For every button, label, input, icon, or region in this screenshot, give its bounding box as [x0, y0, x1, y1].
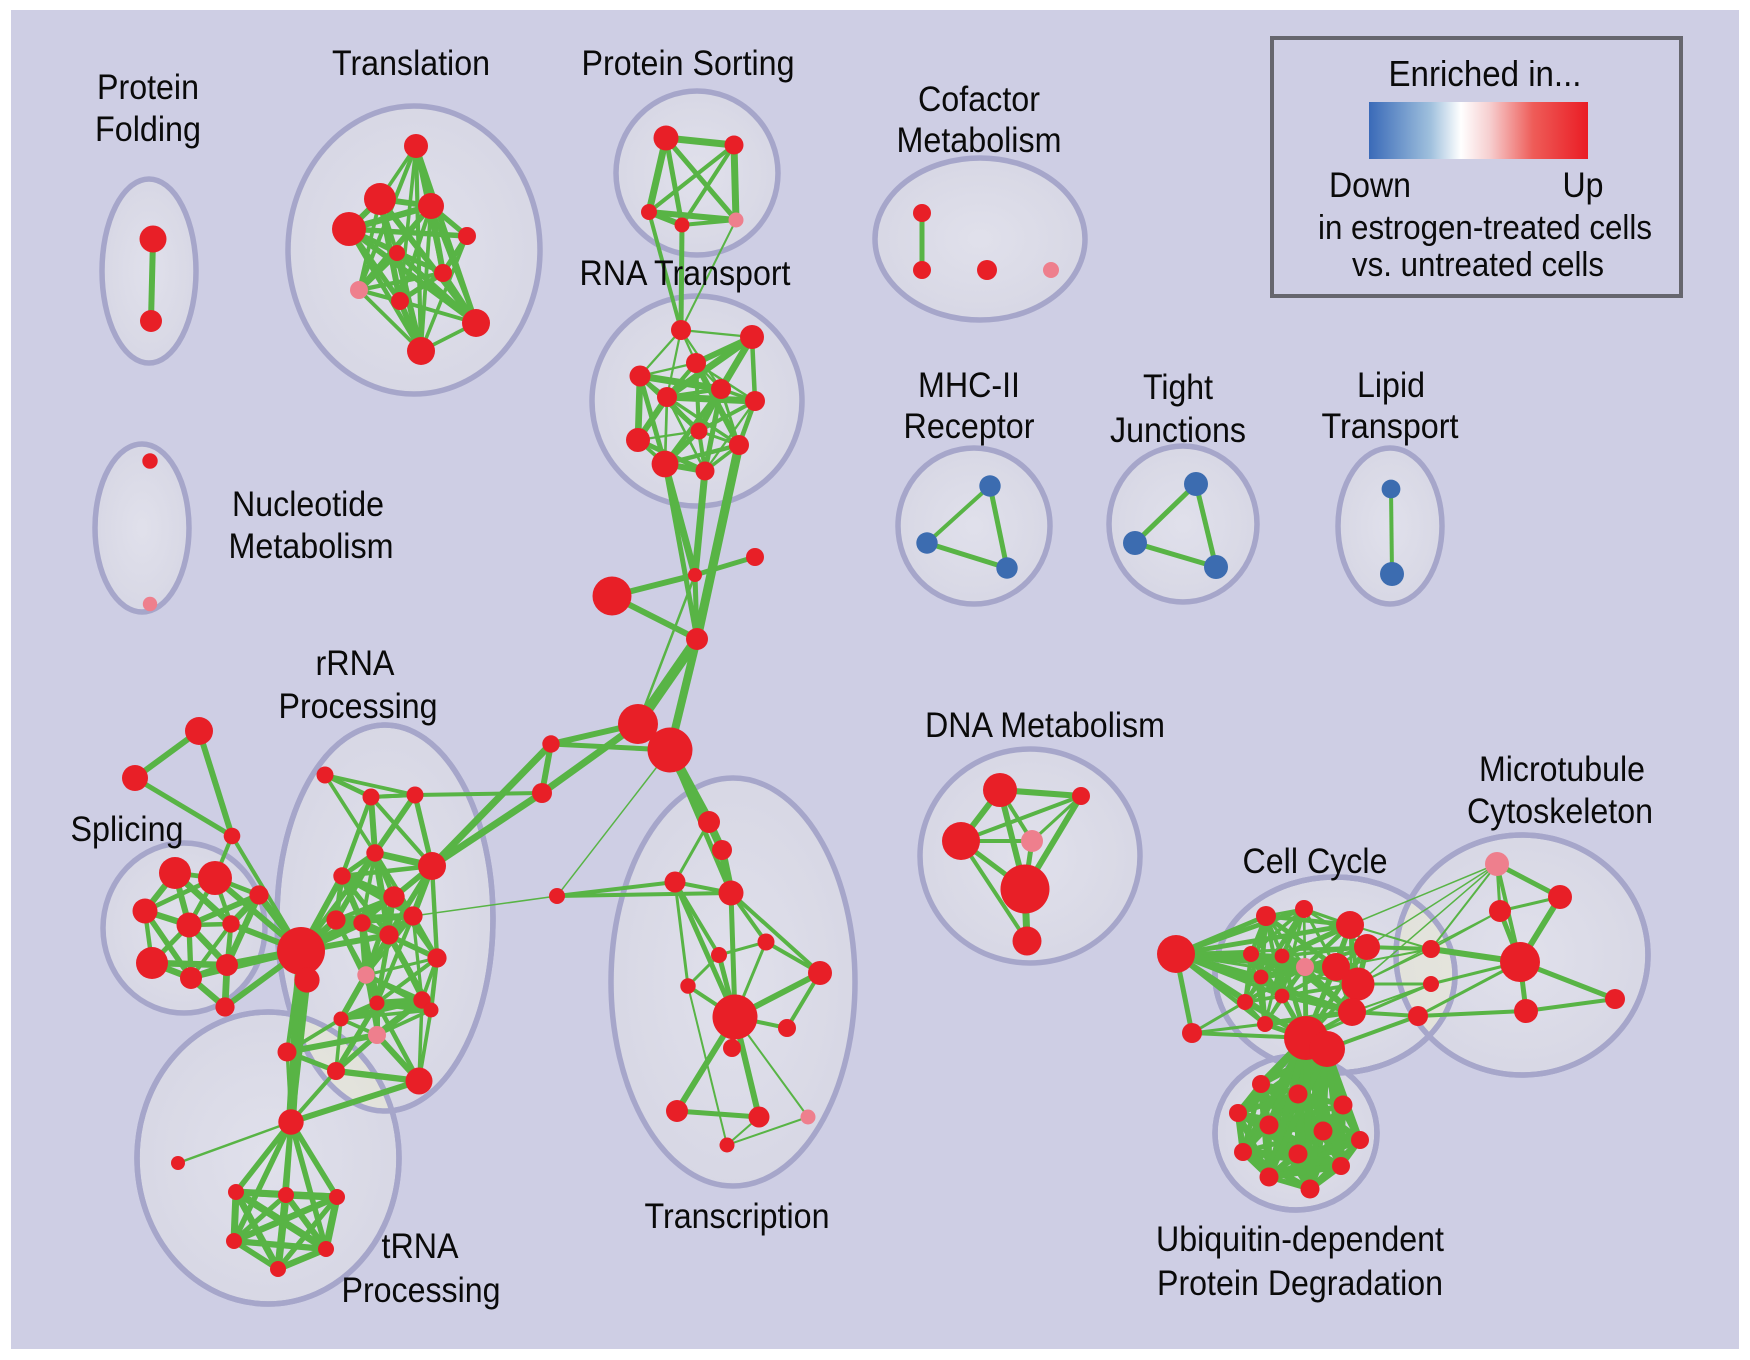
svg-text:Folding: Folding	[95, 110, 201, 149]
svg-text:Receptor: Receptor	[904, 407, 1035, 446]
svg-text:Translation: Translation	[332, 44, 490, 83]
svg-text:Processing: Processing	[342, 1271, 501, 1310]
svg-text:Processing: Processing	[279, 687, 438, 726]
svg-text:Splicing: Splicing	[71, 810, 184, 849]
svg-text:Up: Up	[1563, 166, 1604, 205]
svg-text:Lipid: Lipid	[1357, 366, 1425, 405]
svg-text:Down: Down	[1329, 166, 1411, 205]
svg-text:Transport: Transport	[1322, 407, 1459, 446]
svg-text:Protein: Protein	[97, 68, 199, 107]
svg-text:Transcription: Transcription	[645, 1197, 830, 1236]
svg-text:tRNA: tRNA	[382, 1227, 460, 1266]
svg-text:Ubiquitin-dependent: Ubiquitin-dependent	[1156, 1220, 1444, 1259]
svg-text:Microtubule: Microtubule	[1479, 750, 1645, 789]
svg-text:Enriched in...: Enriched in...	[1389, 53, 1582, 94]
svg-text:Cell Cycle: Cell Cycle	[1243, 842, 1388, 881]
svg-text:Metabolism: Metabolism	[897, 121, 1062, 160]
svg-text:in estrogen-treated cells: in estrogen-treated cells	[1318, 209, 1652, 247]
svg-text:DNA Metabolism: DNA Metabolism	[925, 706, 1165, 745]
svg-text:Protein Degradation: Protein Degradation	[1157, 1264, 1443, 1303]
svg-text:Nucleotide: Nucleotide	[232, 485, 384, 524]
svg-text:Cytoskeleton: Cytoskeleton	[1467, 792, 1653, 831]
svg-text:RNA Transport: RNA Transport	[580, 254, 791, 293]
svg-text:Junctions: Junctions	[1110, 411, 1246, 450]
svg-text:Metabolism: Metabolism	[229, 527, 394, 566]
svg-text:rRNA: rRNA	[316, 644, 396, 683]
svg-text:Cofactor: Cofactor	[918, 80, 1040, 119]
svg-text:Tight: Tight	[1143, 368, 1213, 407]
svg-text:Protein Sorting: Protein Sorting	[582, 44, 795, 83]
svg-text:MHC-II: MHC-II	[918, 366, 1020, 405]
svg-text:vs. untreated cells: vs. untreated cells	[1352, 246, 1604, 284]
